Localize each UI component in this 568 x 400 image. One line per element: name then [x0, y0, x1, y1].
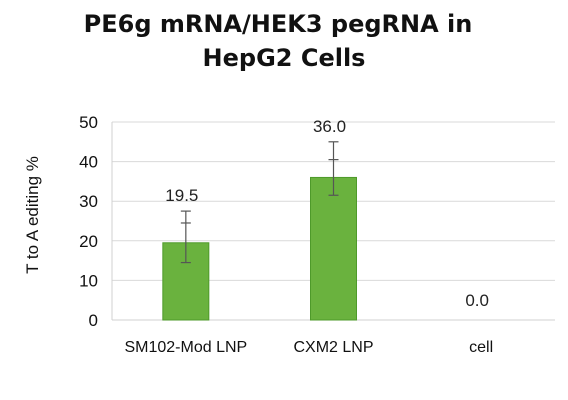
data-labels: 19.5 36.0 0.0	[165, 117, 489, 310]
y-tick-label: 50	[79, 113, 98, 132]
error-bars	[180, 141, 339, 264]
data-label: 36.0	[313, 117, 346, 136]
bar	[162, 242, 210, 321]
chart-title-line-1: PE6g mRNA/HEK3 pegRNA in	[83, 10, 473, 38]
x-tick-label: SM102-Mod LNP	[124, 339, 247, 356]
y-axis-label: T to A editing %	[23, 156, 42, 274]
tick-labels: 0 10 20 30 40 50 SM102-Mod LNP CXM2 LNP cell	[79, 113, 493, 356]
x-tick-label: CXM2 LNP	[293, 339, 373, 356]
y-tick-label: 30	[79, 192, 98, 211]
bars	[162, 176, 357, 321]
y-tick-label: 0	[89, 311, 98, 330]
y-tick-label: 40	[79, 153, 98, 172]
data-label: 0.0	[465, 291, 489, 310]
x-tick-label: cell	[469, 339, 493, 356]
y-tick-label: 20	[79, 232, 98, 251]
data-label: 19.5	[165, 186, 198, 205]
chart-title-line-2: HepG2 Cells	[202, 44, 366, 72]
bar	[310, 176, 357, 321]
y-tick-label: 10	[79, 271, 98, 290]
